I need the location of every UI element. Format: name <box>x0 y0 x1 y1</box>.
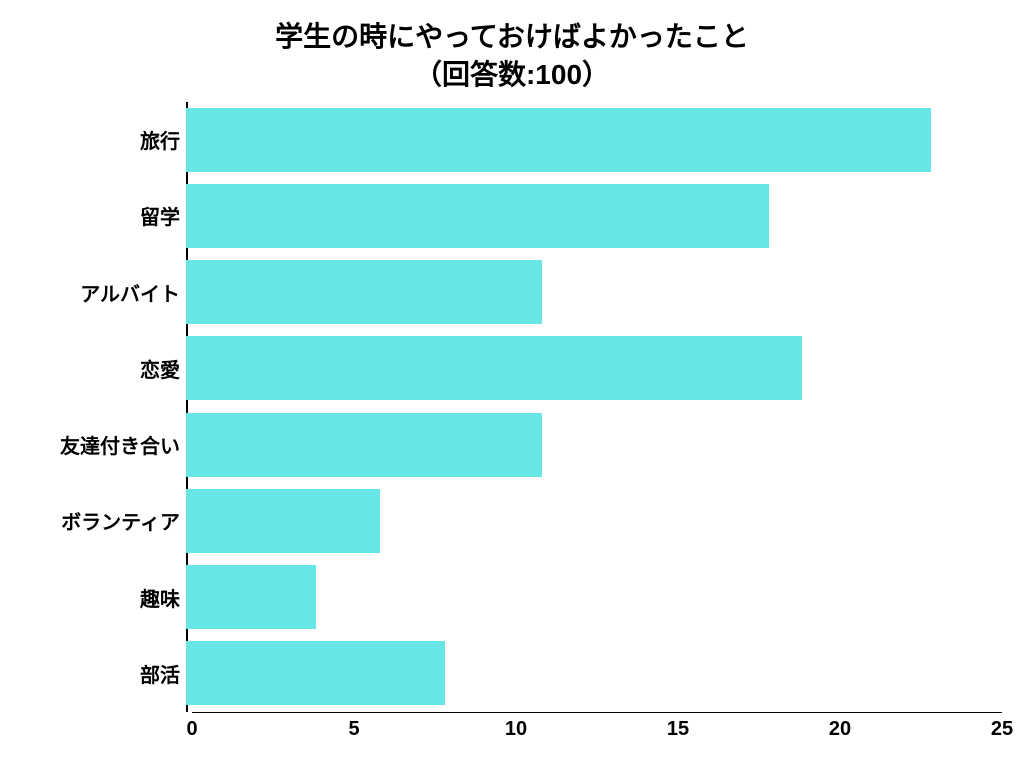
bar <box>186 260 542 324</box>
x-axis-tick: 25 <box>991 718 1013 741</box>
plot-zone: 旅行留学アルバイト恋愛友達付き合いボランティア趣味部活 <box>28 102 996 712</box>
bar <box>186 489 380 553</box>
x-axis-tick: 5 <box>348 718 359 741</box>
x-axis-line <box>192 712 1002 714</box>
bar-row <box>186 184 996 248</box>
chart-title-line2: （回答数:100） <box>28 56 996 94</box>
bar-row <box>186 260 996 324</box>
x-axis-tick: 10 <box>505 718 527 741</box>
bar-row <box>186 336 996 400</box>
bar <box>186 184 769 248</box>
x-axis: 0510152025 <box>192 712 1002 742</box>
y-axis-label: 趣味 <box>140 583 180 612</box>
bar-row <box>186 413 996 477</box>
x-axis-tick: 15 <box>667 718 689 741</box>
bar <box>186 641 445 705</box>
plot-area <box>186 102 996 712</box>
chart-container: 学生の時にやっておけばよかったこと （回答数:100） 旅行留学アルバイト恋愛友… <box>0 0 1024 768</box>
y-axis-label: ボランティア <box>61 506 180 535</box>
bar-row <box>186 565 996 629</box>
y-axis-label: 部活 <box>140 659 180 688</box>
y-axis-label: アルバイト <box>80 278 180 307</box>
bar-row <box>186 489 996 553</box>
bar <box>186 565 316 629</box>
y-axis-labels: 旅行留学アルバイト恋愛友達付き合いボランティア趣味部活 <box>28 102 186 712</box>
bar-row <box>186 108 996 172</box>
y-axis-label: 旅行 <box>140 125 180 154</box>
chart-title: 学生の時にやっておけばよかったこと （回答数:100） <box>28 18 996 94</box>
bars-container <box>186 102 996 712</box>
y-axis-label: 恋愛 <box>140 354 180 383</box>
x-axis-tick: 20 <box>829 718 851 741</box>
x-axis-tick: 0 <box>186 718 197 741</box>
chart-title-line1: 学生の時にやっておけばよかったこと <box>28 18 996 56</box>
bar <box>186 413 542 477</box>
bar <box>186 108 931 172</box>
y-axis-label: 留学 <box>140 201 180 230</box>
y-axis-label: 友達付き合い <box>60 430 180 459</box>
bar-row <box>186 641 996 705</box>
bar <box>186 336 802 400</box>
